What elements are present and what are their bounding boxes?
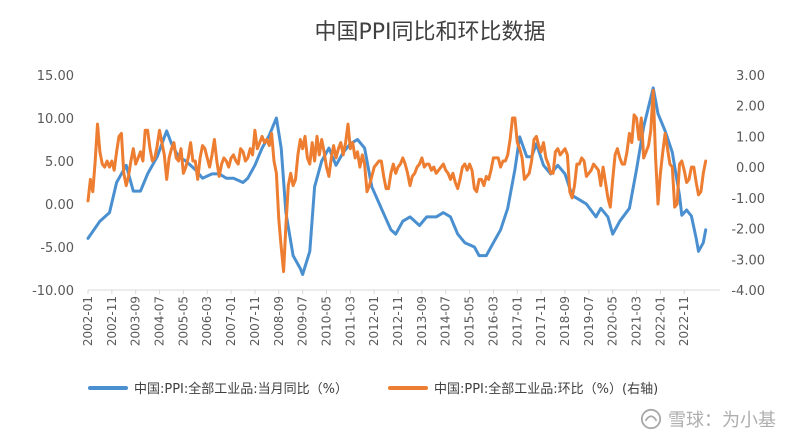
x-axis-tick-label: 2002-01 xyxy=(81,296,95,346)
x-axis-tick-label: 2004-07 xyxy=(153,296,167,346)
x-axis-tick-label: 2002-11 xyxy=(105,296,119,346)
chart-title: 中国PPI同比和环比数据 xyxy=(314,20,546,45)
left-axis-tick-label: 0.00 xyxy=(45,198,74,213)
right-axis-tick-label: -4.00 xyxy=(731,284,765,299)
right-axis-tick-label: 1.00 xyxy=(736,130,765,145)
legend-label-yoy: 中国:PPI:全部工业品:当月同比（%） xyxy=(134,382,349,397)
x-axis-tick-label: 2020-05 xyxy=(606,296,620,346)
legend-swatch-blue xyxy=(88,385,128,390)
series-line-yoy xyxy=(86,86,708,276)
legend-item-mom[interactable]: 中国:PPI:全部工业品:环比（%）(右轴) xyxy=(388,378,658,397)
left-axis-tick-label: 10.00 xyxy=(37,112,74,127)
x-axis-tick-label: 2012-01 xyxy=(367,296,381,346)
legend-item-yoy[interactable]: 中国:PPI:全部工业品:当月同比（%） xyxy=(88,378,348,397)
x-axis-tick-label: 2012-11 xyxy=(391,296,405,346)
left-axis-tick-label: -10.00 xyxy=(32,284,74,299)
right-axis-tick-label: -2.00 xyxy=(731,223,765,238)
x-axis-tick-label: 2007-01 xyxy=(224,296,238,346)
x-axis-tick-label: 2013-09 xyxy=(415,296,429,346)
x-axis-tick-label: 2017-01 xyxy=(510,296,524,346)
right-axis-tick-label: 3.00 xyxy=(736,69,765,84)
x-axis-tick-label: 2007-11 xyxy=(248,296,262,346)
x-axis-tick-label: 2016-03 xyxy=(486,296,500,346)
x-axis-tick-label: 2008-09 xyxy=(272,296,286,346)
right-axis-tick-label: -1.00 xyxy=(731,192,765,207)
left-axis-tick-label: -5.00 xyxy=(40,241,74,256)
chart-legend: 中国:PPI:全部工业品:当月同比（%） 中国:PPI:全部工业品:环比（%）(… xyxy=(88,378,728,398)
x-axis-tick-label: 2003-09 xyxy=(129,296,143,346)
x-axis-tick-label: 2009-07 xyxy=(296,296,310,346)
watermark-text: 雪球：为小基 xyxy=(668,410,776,431)
legend-swatch-orange xyxy=(388,385,428,390)
x-axis-tick-label: 2019-07 xyxy=(582,296,596,346)
right-axis-tick-label: 2.00 xyxy=(736,100,765,115)
x-axis-tick-label: 2014-07 xyxy=(439,296,453,346)
legend-label-mom: 中国:PPI:全部工业品:环比（%）(右轴) xyxy=(434,382,659,397)
x-axis-tick-label: 2011-03 xyxy=(343,296,357,346)
x-axis-tick-label: 2022-11 xyxy=(677,296,691,346)
x-axis-tick-label: 2021-03 xyxy=(630,296,644,346)
x-axis-tick-label: 2022-01 xyxy=(653,296,667,346)
x-axis-tick-label: 2018-09 xyxy=(558,296,572,346)
right-axis-tick-label: 0.00 xyxy=(736,161,765,176)
x-axis-tick-label: 2015-05 xyxy=(463,296,477,346)
left-axis-tick-label: 5.00 xyxy=(45,155,74,170)
series-line-mom xyxy=(86,88,708,274)
x-axis-tick-label: 2006-03 xyxy=(200,296,214,346)
snowball-icon xyxy=(640,408,662,430)
right-axis-tick-label: -3.00 xyxy=(731,253,765,268)
left-axis-tick-label: 15.00 xyxy=(37,69,74,84)
x-axis-tick-label: 2010-05 xyxy=(319,296,333,346)
x-axis-tick-label: 2005-05 xyxy=(176,296,190,346)
watermark: 雪球：为小基 xyxy=(640,406,776,432)
x-axis-tick-label: 2017-11 xyxy=(534,296,548,346)
